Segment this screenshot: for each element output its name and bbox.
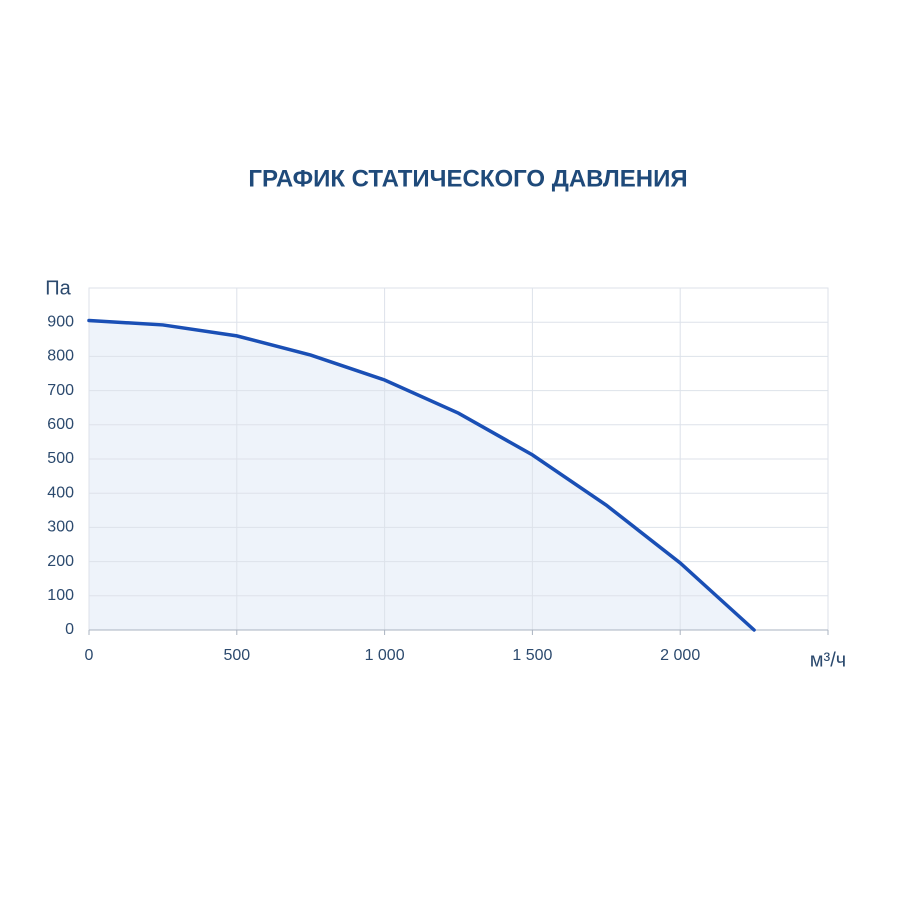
x-tick-label: 2 000 xyxy=(660,647,700,664)
x-tick-label: 1 000 xyxy=(365,647,405,664)
x-tick-label: 0 xyxy=(85,647,94,664)
y-tick-label: 0 xyxy=(65,621,74,638)
y-tick-label: 500 xyxy=(47,450,74,467)
y-tick-label: 700 xyxy=(47,382,74,399)
y-axis-label: Па xyxy=(45,277,71,299)
x-tick-label: 1 500 xyxy=(512,647,552,664)
chart-title: ГРАФИК СТАТИЧЕСКОГО ДАВЛЕНИЯ xyxy=(248,165,687,192)
y-tick-label: 100 xyxy=(47,587,74,604)
line xyxy=(87,318,756,632)
y-tick-label: 300 xyxy=(47,519,74,536)
y-tick-label: 200 xyxy=(47,553,74,570)
x-axis-label: м³/ч xyxy=(810,649,846,671)
x-tick-label: 500 xyxy=(223,647,250,664)
y-tick-label: 400 xyxy=(47,484,74,501)
y-tick-label: 800 xyxy=(47,348,74,365)
y-tick-label: 600 xyxy=(47,416,74,433)
y-tick-label: 900 xyxy=(47,313,74,330)
area xyxy=(89,320,755,630)
